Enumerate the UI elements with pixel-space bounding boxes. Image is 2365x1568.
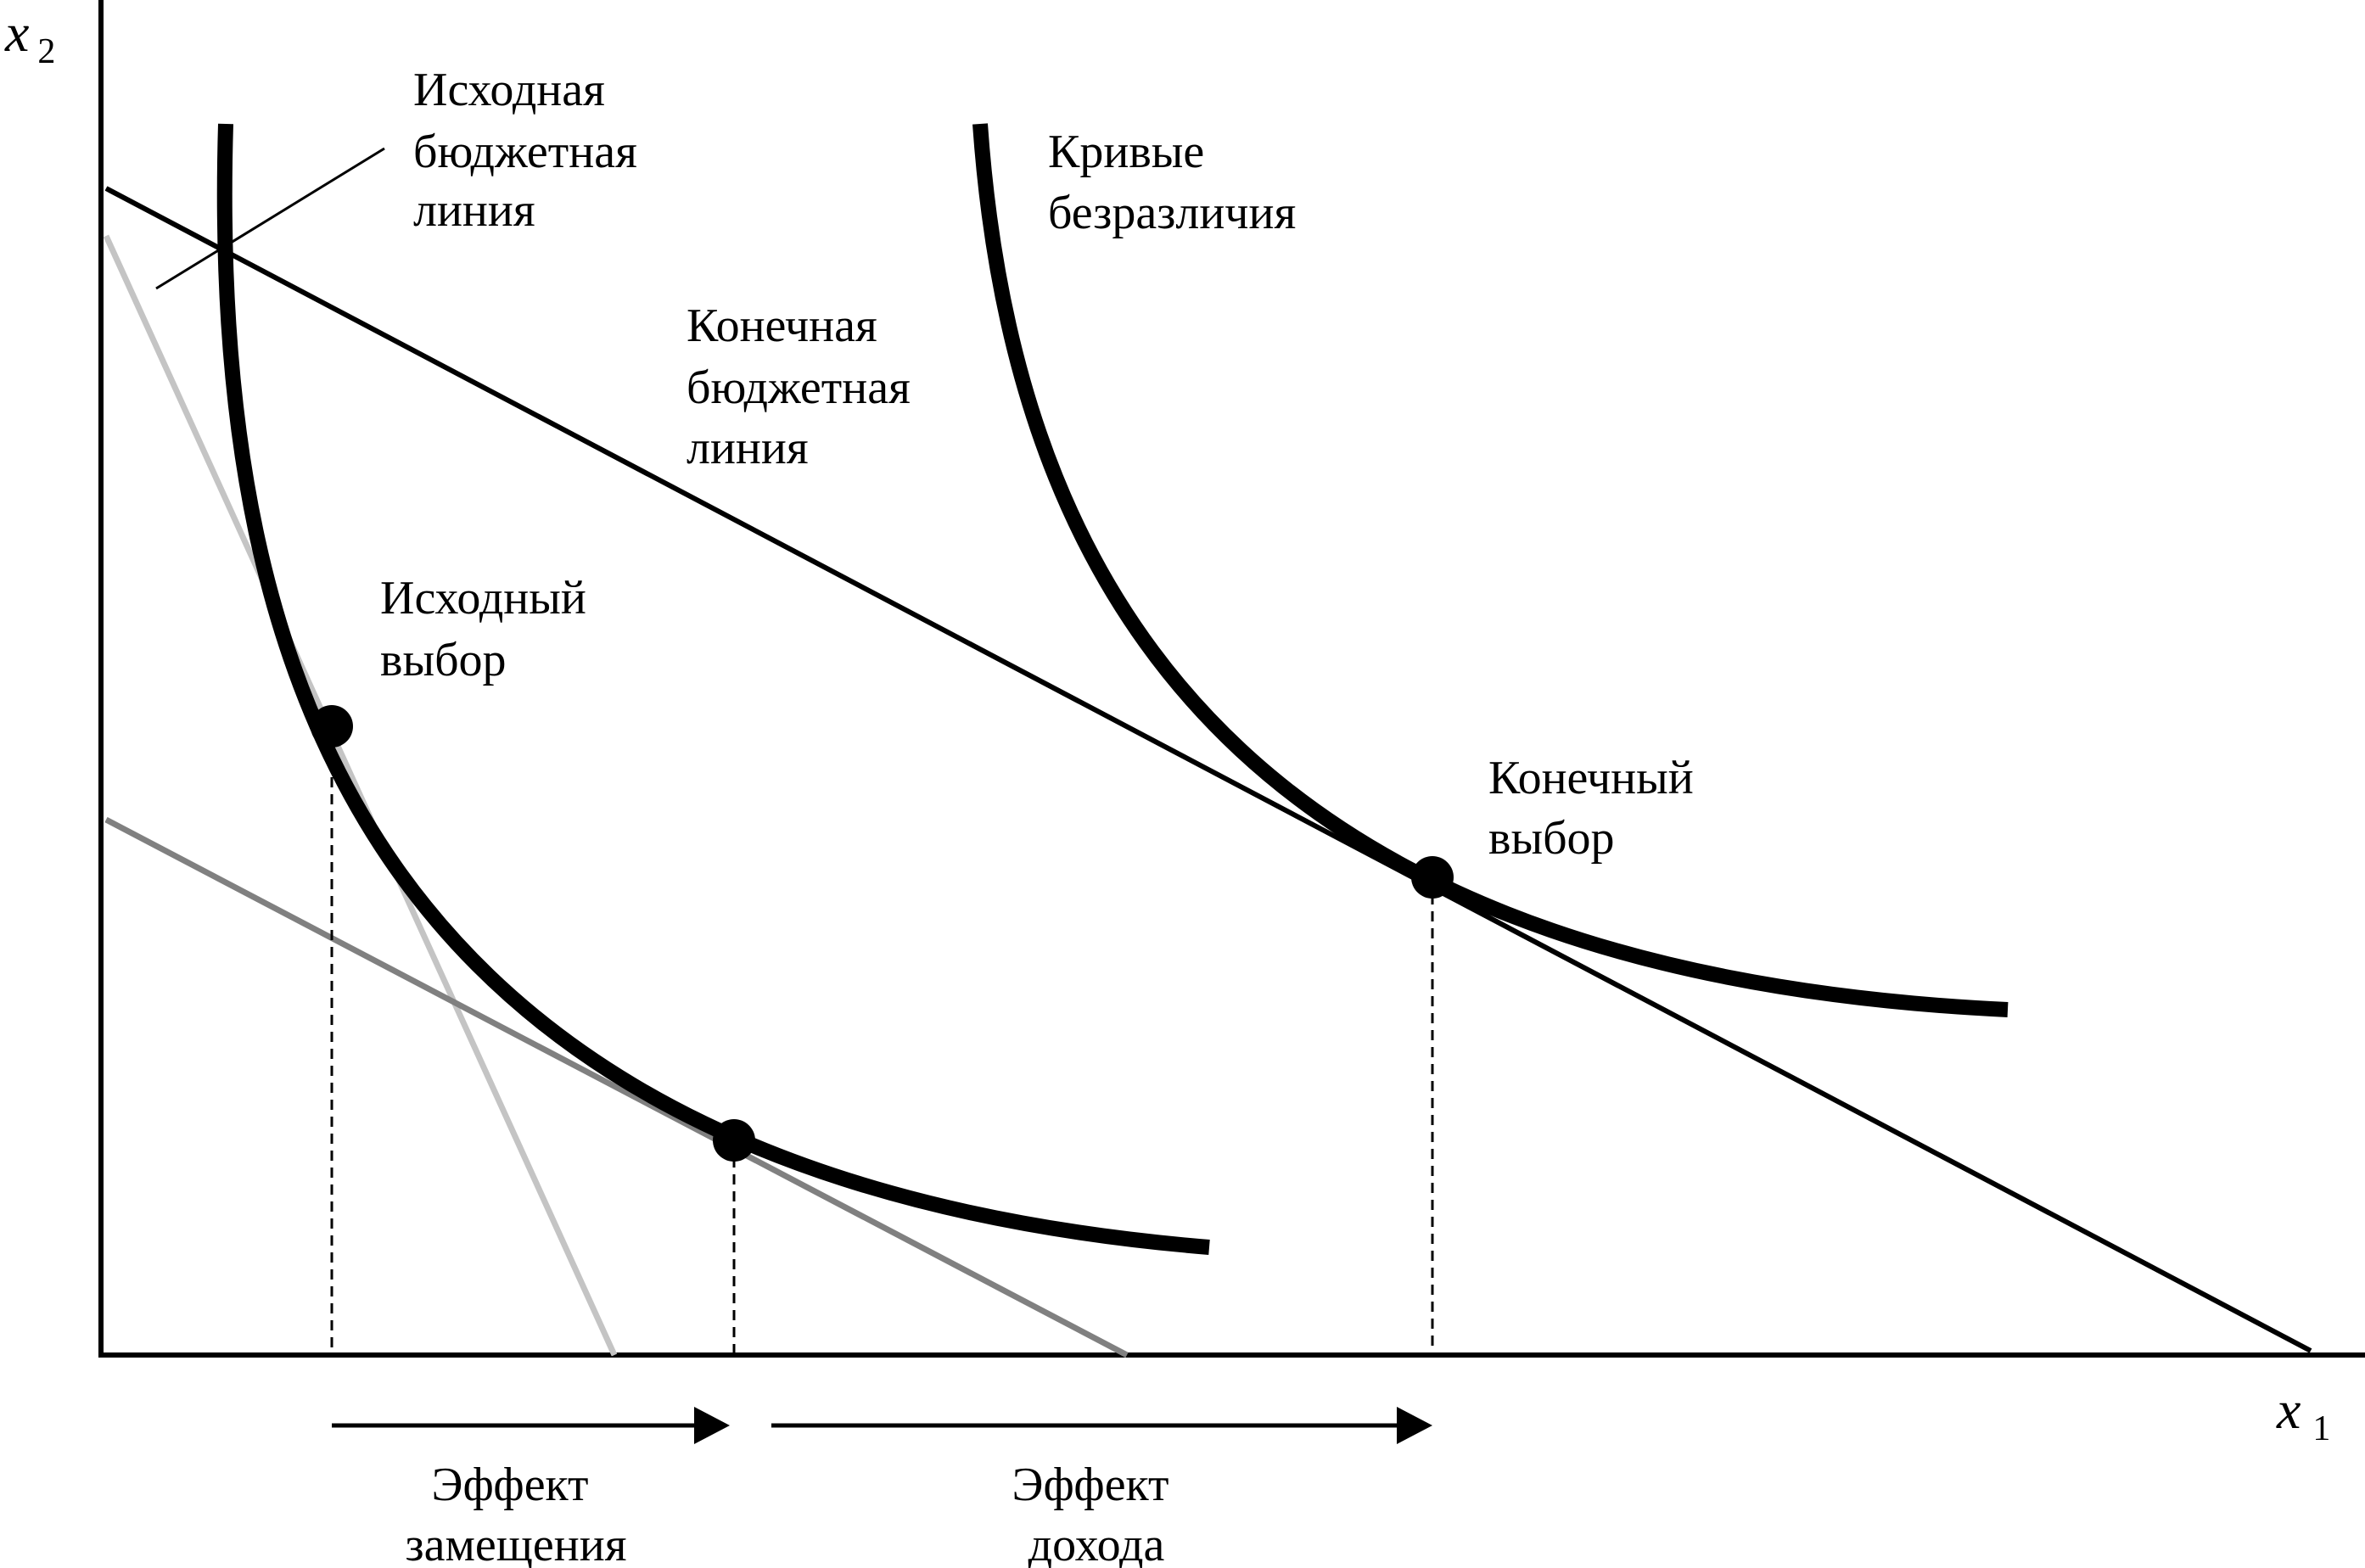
- substitution-effect-label: Эффект замещения: [406, 1459, 627, 1568]
- initial-choice-label: Исходный выбор: [380, 572, 598, 686]
- initial-budget-label: Исходная бюджетная линия: [413, 64, 649, 237]
- initial-budget-leader: [155, 147, 385, 290]
- x-axis-var: x: [2276, 1380, 2301, 1440]
- x-axis-sub: 1: [2312, 1409, 2330, 1448]
- y-axis-sub: 2: [37, 32, 55, 71]
- final-indifference-curve: [972, 123, 2009, 1017]
- final-budget-line: [104, 186, 2312, 1353]
- final-budget-label: Конечная бюджетная линия: [687, 300, 922, 474]
- final-choice-point: [1411, 856, 1454, 899]
- income-effect-label: Эффект дохода: [1012, 1459, 1180, 1568]
- final-choice-label: Конечный выбор: [1488, 752, 1706, 865]
- income-effect-arrow: [771, 1407, 1432, 1444]
- initial-indifference-curve: [216, 123, 1210, 1255]
- compensated-budget-line: [104, 816, 1129, 1358]
- indifference-curves-label: Кривые безразличия: [1048, 126, 1296, 239]
- substitution-effect-arrow: [332, 1407, 730, 1444]
- intermediate-choice-point: [713, 1119, 755, 1162]
- y-axis-var: x: [4, 3, 29, 63]
- initial-choice-point: [311, 705, 353, 748]
- initial-budget-line: [103, 234, 618, 1357]
